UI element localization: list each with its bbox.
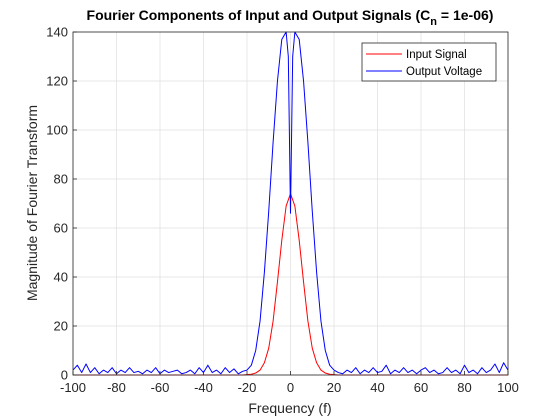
title-main: Fourier Components of Input and Output S… [87,7,431,23]
y-tick-label: 140 [46,25,68,40]
x-tick-label: 80 [457,380,471,395]
x-tick-label: 20 [327,380,341,395]
x-tick-label: -60 [151,380,170,395]
legend-label-output-voltage: Output Voltage [406,66,482,78]
x-tick-label: -40 [194,380,213,395]
y-tick-label: 40 [54,270,68,285]
title-tail: = 1e-06) [437,7,493,23]
y-axis-label: Magnitude of Fourier Transform [24,105,40,301]
x-axis-label: Frequency (f) [248,400,331,416]
legend-box [361,42,497,82]
y-tick-label: 120 [46,74,68,89]
title-subscript: n [430,16,437,28]
y-tick-label: 20 [54,319,68,334]
legend-label-input-signal: Input Signal [406,49,467,61]
legend: Input Signal Output Voltage [361,42,497,82]
y-tick-label: 100 [46,123,68,138]
x-tick-label: 0 [287,380,294,395]
x-tick-label: 100 [497,380,519,395]
x-tick-label: -20 [238,380,257,395]
chart-title: Fourier Components of Input and Output S… [87,7,494,28]
y-tick-label: 80 [54,172,68,187]
y-tick-label: 0 [61,368,68,383]
x-tick-label: -100 [60,380,86,395]
y-tick-label: 60 [54,221,68,236]
ticks: -100 -80 -60 -40 -20 0 20 40 60 80 100 0 20 40 60 80 100… [46,25,519,396]
x-tick-label: -80 [107,380,126,395]
output-voltage-line [72,31,509,375]
x-tick-label: 40 [370,380,384,395]
x-tick-label: 60 [414,380,428,395]
series-layer [72,31,509,376]
